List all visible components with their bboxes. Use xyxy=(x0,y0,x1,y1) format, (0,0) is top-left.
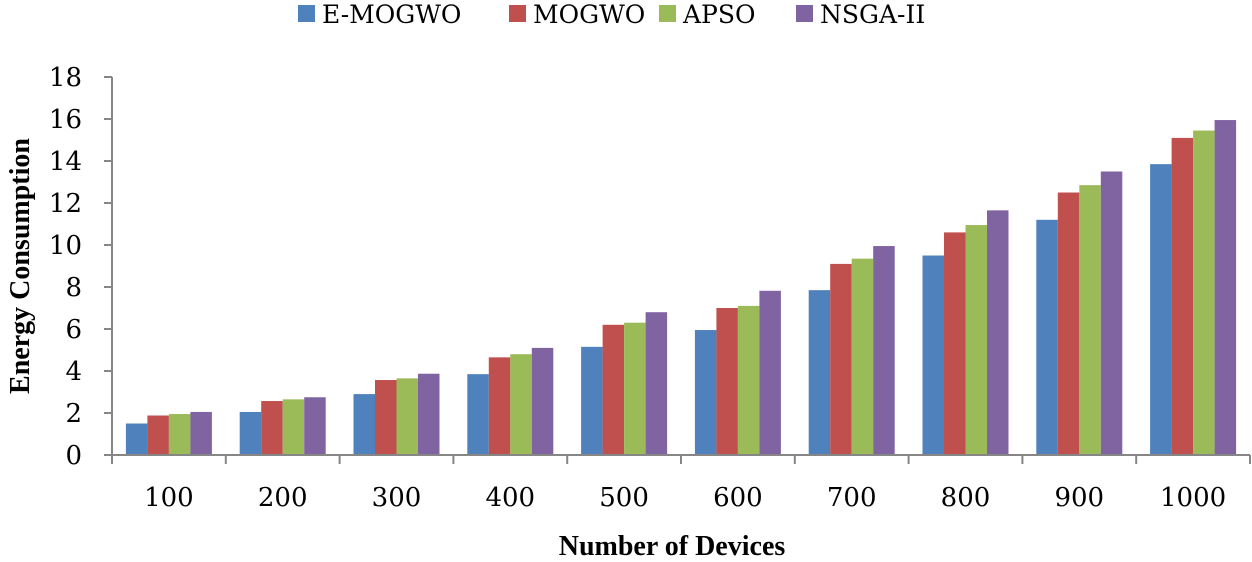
bar-apso-100 xyxy=(168,414,191,455)
bar-nsga-ii-800 xyxy=(987,210,1009,455)
legend-swatch-mogwo xyxy=(509,5,526,22)
x-tick-label: 400 xyxy=(485,483,535,513)
x-tick-label: 800 xyxy=(941,483,991,513)
bar-e-mogwo-700 xyxy=(808,290,831,455)
bar-apso-1000 xyxy=(1193,130,1215,456)
bar-apso-200 xyxy=(282,399,305,455)
y-tick-label: 16 xyxy=(49,105,82,135)
legend: E-MOGWO MOGWO APSO NSGA-II xyxy=(298,0,925,29)
bar-e-mogwo-800 xyxy=(922,255,944,455)
bar-mogwo-400 xyxy=(488,357,511,455)
bar-nsga-ii-700 xyxy=(873,246,895,455)
bar-nsga-ii-400 xyxy=(531,347,554,455)
bar-e-mogwo-300 xyxy=(353,394,375,455)
x-tick-label: 1000 xyxy=(1160,483,1226,513)
bar-mogwo-800 xyxy=(944,232,966,455)
bar-mogwo-900 xyxy=(1057,192,1080,455)
y-tick-label: 12 xyxy=(49,189,82,219)
legend-label-mogwo: MOGWO xyxy=(533,0,645,29)
legend-label-apso: APSO xyxy=(682,0,756,29)
bar-apso-500 xyxy=(624,322,646,455)
bar-apso-600 xyxy=(737,305,760,455)
bar-mogwo-700 xyxy=(830,263,852,455)
y-tick-label: 14 xyxy=(49,147,82,177)
y-tick-label: 6 xyxy=(65,315,82,345)
y-tick-label: 4 xyxy=(65,357,82,387)
bar-e-mogwo-100 xyxy=(125,423,148,455)
bar-mogwo-600 xyxy=(716,308,738,455)
bar-e-mogwo-600 xyxy=(694,330,717,455)
y-axis-title: Energy Consumption xyxy=(5,138,36,394)
legend-label-nsga-ii: NSGA-II xyxy=(820,0,925,29)
bar-apso-700 xyxy=(851,258,874,455)
bar-nsga-ii-300 xyxy=(418,373,440,455)
bar-nsga-ii-100 xyxy=(190,411,212,455)
bar-mogwo-100 xyxy=(147,415,169,455)
bar-e-mogwo-1000 xyxy=(1150,164,1172,455)
bar-apso-900 xyxy=(1079,185,1101,455)
y-tick-label: 8 xyxy=(65,273,82,303)
y-tick-label: 2 xyxy=(65,399,82,429)
x-axis-title: Number of Devices xyxy=(559,531,786,562)
bar-apso-400 xyxy=(510,354,532,455)
bar-nsga-ii-200 xyxy=(304,397,326,455)
bar-e-mogwo-900 xyxy=(1036,219,1058,455)
bar-e-mogwo-400 xyxy=(467,374,489,455)
x-tick-label: 100 xyxy=(144,483,194,513)
bar-nsga-ii-1000 xyxy=(1214,120,1237,456)
bar-nsga-ii-900 xyxy=(1100,171,1123,455)
bar-mogwo-1000 xyxy=(1171,137,1194,455)
y-tick-label: 0 xyxy=(65,441,82,471)
x-tick-label: 700 xyxy=(827,483,877,513)
x-tick-label: 900 xyxy=(1054,483,1104,513)
bars-group xyxy=(125,120,1237,456)
legend-label-e-mogwo: E-MOGWO xyxy=(322,0,461,29)
y-ticks-group: 0 2 4 6 8 10 12 14 16 18 xyxy=(49,63,112,471)
bar-apso-800 xyxy=(965,225,987,455)
bar-mogwo-200 xyxy=(261,401,283,455)
bar-e-mogwo-200 xyxy=(239,411,262,455)
bar-apso-300 xyxy=(396,378,418,455)
x-tick-label: 200 xyxy=(258,483,308,513)
legend-swatch-e-mogwo xyxy=(298,5,315,22)
y-tick-label: 18 xyxy=(49,63,82,93)
x-tick-label: 500 xyxy=(599,483,649,513)
bar-nsga-ii-500 xyxy=(645,312,668,455)
legend-swatch-nsga-ii xyxy=(796,5,813,22)
bar-nsga-ii-600 xyxy=(759,290,781,455)
bar-mogwo-300 xyxy=(375,380,397,455)
x-tick-label: 600 xyxy=(713,483,763,513)
bar-mogwo-500 xyxy=(602,324,625,455)
x-tick-label: 300 xyxy=(372,483,422,513)
bar-e-mogwo-500 xyxy=(581,346,603,455)
legend-swatch-apso xyxy=(659,5,676,22)
x-ticks-group: 100 200 300 400 500 600 700 800 900 1000 xyxy=(111,455,1251,513)
y-tick-label: 10 xyxy=(49,231,82,261)
